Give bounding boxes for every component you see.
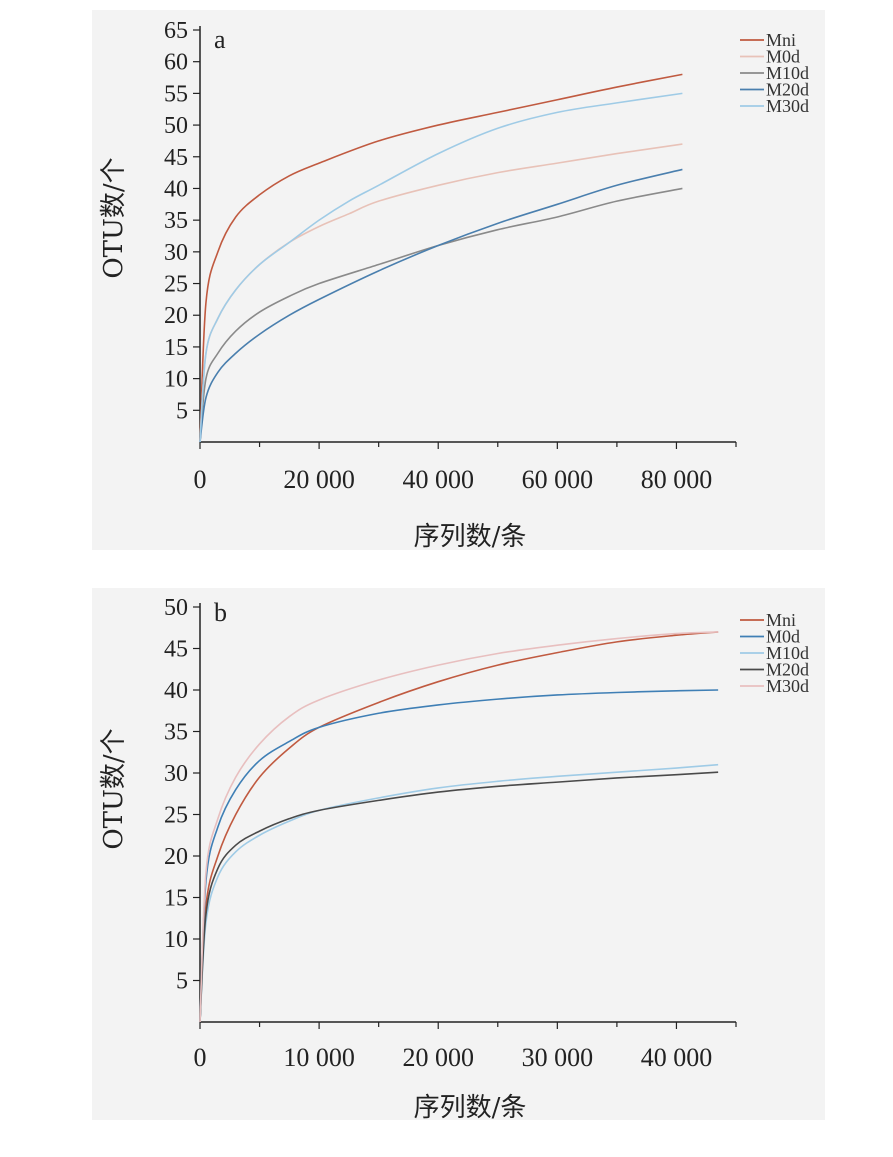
panel-a-legend-label-m0d: M0d [766,47,800,67]
panel-b-x-tick-label: 20 000 [402,1043,474,1072]
panel-a-x-tick-label: 40 000 [402,465,474,494]
panel-a-x-axis-title: 序列数/条 [414,522,527,552]
panel-a-y-tick-label: 15 [164,335,188,361]
panel-a-background [92,10,825,550]
panel-b-series-line-mni [199,631,719,1023]
panel-b-y-tick-label: 35 [164,720,188,746]
panel-b-x-tick-label: 0 [194,1043,207,1072]
panel-b-background [92,588,825,1120]
panel-a-legend-label-m10d: M10d [766,63,809,83]
panel-b-y-axis-title: OTU数/个 [99,728,129,849]
panel-a-y-tick-label: 50 [164,113,188,139]
panel-b-y-tick-label: 5 [176,969,188,995]
panel-a-legend-label-m20d: M20d [766,80,809,100]
panel-b-legend-label-m0d: M0d [766,627,800,647]
panel-a-y-tick-label: 20 [164,303,188,329]
panel-a-y-tick-label: 35 [164,208,188,234]
panel-b-y-tick-label: 45 [164,637,188,663]
panel-b-label: b [214,598,227,627]
panel-a-series-line-mni [199,73,683,443]
panel-b-y-tick-label: 50 [164,595,188,621]
panel-a-x-tick-label: 0 [194,465,207,494]
panel-b-legend-label-m30d: M30d [766,676,809,696]
panel-a-y-tick-label: 10 [164,367,188,393]
panel-b-legend-label-mni: Mni [766,610,796,630]
panel-b-x-tick-label: 30 000 [522,1043,594,1072]
panel-a-label: a [214,25,226,54]
panel-a-y-tick-label: 60 [164,50,188,76]
panel-a-y-tick-label: 5 [176,398,188,424]
panel-a-y-tick-label: 55 [164,81,188,107]
panel-a-legend-label-m30d: M30d [766,96,809,116]
panel-b-series-line-m30d [199,631,719,1023]
panel-b-series-line-m0d [199,689,719,1023]
panel-b-series-line-m20d [199,771,719,1023]
panel-b-x-axis-title: 序列数/条 [414,1093,527,1123]
panel-a-series-line-m20d [199,168,683,443]
panel-b-y-tick-label: 15 [164,886,188,912]
panel-a-y-tick-label: 45 [164,145,188,171]
panel-b-y-tick-label: 30 [164,761,188,787]
panel-a-legend-label-mni: Mni [766,30,796,50]
panel-a-x-tick-label: 60 000 [522,465,594,494]
panel-a-x-tick-label: 80 000 [641,465,713,494]
panel-a-series-line-m0d [199,143,683,443]
panel-a-series-line-m30d [199,92,683,443]
panel-b-y-tick-label: 20 [164,844,188,870]
panel-a-x-tick-label: 20 000 [283,465,355,494]
panel-b-y-tick-label: 25 [164,803,188,829]
panel-a-y-tick-label: 65 [164,18,188,44]
panel-a-series-line-m10d [199,187,683,443]
panel-a-y-tick-label: 40 [164,176,188,202]
panel-a-y-tick-label: 30 [164,240,188,266]
panel-b-legend-label-m10d: M10d [766,643,809,663]
panel-b-legend-label-m20d: M20d [766,660,809,680]
panel-a-y-axis-title: OTU数/个 [99,157,129,278]
panel-b-y-tick-label: 40 [164,678,188,704]
panel-b-x-tick-label: 40 000 [641,1043,713,1072]
panel-b-y-tick-label: 10 [164,927,188,953]
panel-b-x-tick-label: 10 000 [283,1043,355,1072]
panel-b-series-line-m10d [199,763,719,1023]
panel-a-y-tick-label: 25 [164,272,188,298]
